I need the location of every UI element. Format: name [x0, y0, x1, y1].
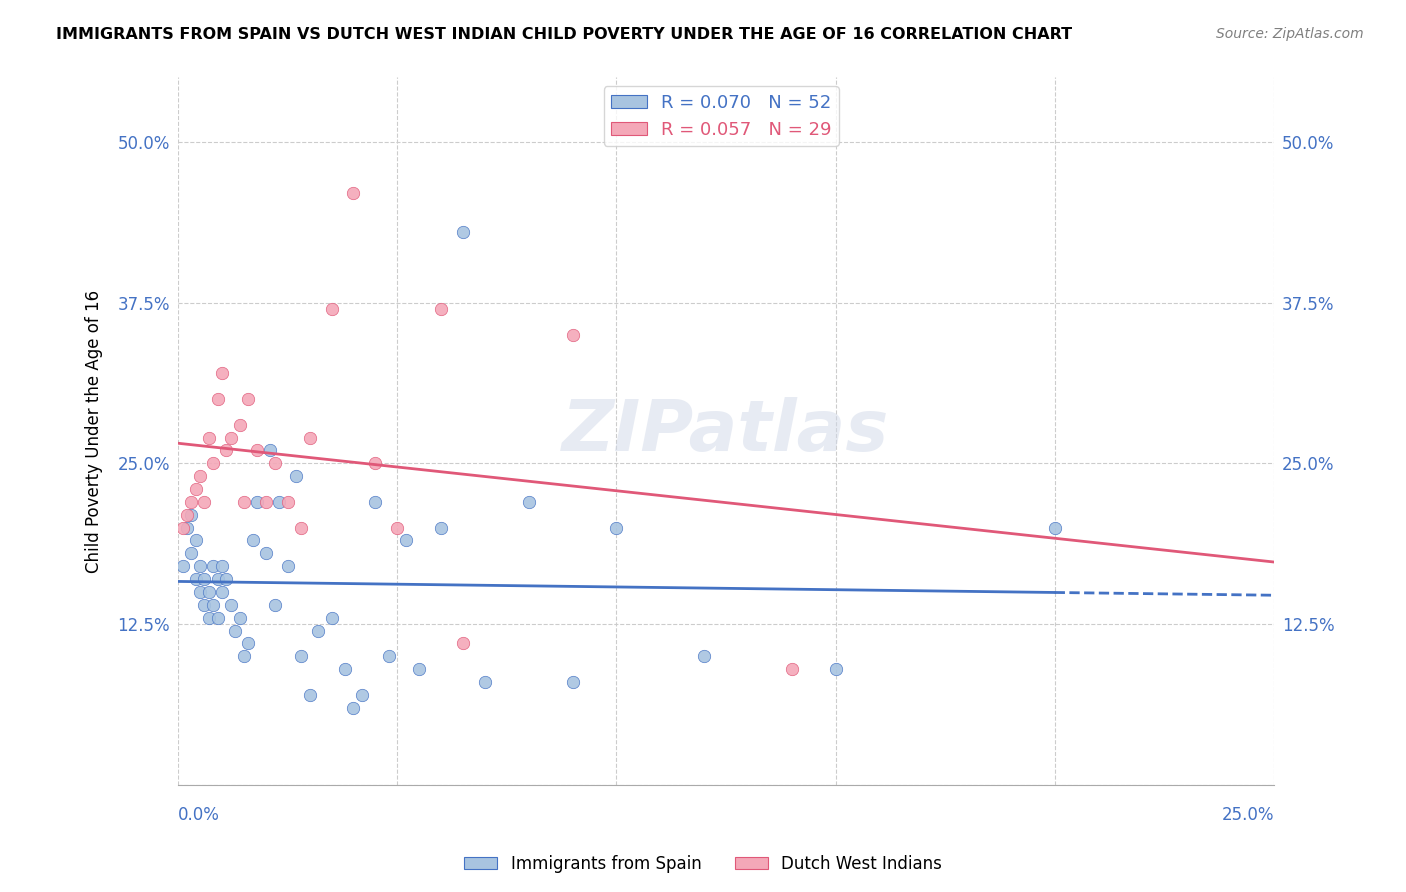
Point [430, 521, 453, 535]
Point [176, 521, 198, 535]
Point [277, 495, 299, 509]
Point [364, 495, 387, 509]
Point [238, 392, 260, 406]
Point [207, 392, 229, 406]
Point [246, 495, 269, 509]
Point [180, 495, 202, 509]
Point [307, 624, 329, 638]
Point [1043, 521, 1066, 535]
Point [202, 456, 225, 470]
Point [474, 675, 496, 690]
Point [207, 610, 229, 624]
Point [228, 610, 250, 624]
Point [290, 649, 312, 664]
Point [342, 186, 364, 201]
Point [333, 662, 356, 676]
Point [352, 688, 374, 702]
Point [219, 598, 242, 612]
Point [193, 598, 215, 612]
Point [387, 521, 409, 535]
Point [342, 700, 364, 714]
Point [188, 559, 211, 574]
Point [561, 675, 583, 690]
Point [184, 482, 207, 496]
Text: 25.0%: 25.0% [1222, 806, 1274, 824]
Text: IMMIGRANTS FROM SPAIN VS DUTCH WEST INDIAN CHILD POVERTY UNDER THE AGE OF 16 COR: IMMIGRANTS FROM SPAIN VS DUTCH WEST INDI… [56, 27, 1073, 42]
Point [184, 533, 207, 548]
Legend: Immigrants from Spain, Dutch West Indians: Immigrants from Spain, Dutch West Indian… [457, 848, 949, 880]
Point [242, 533, 264, 548]
Point [193, 572, 215, 586]
Point [408, 662, 430, 676]
Point [517, 495, 540, 509]
Point [180, 546, 202, 560]
Point [267, 495, 290, 509]
Point [321, 610, 343, 624]
Point [824, 662, 846, 676]
Point [285, 469, 308, 483]
Y-axis label: Child Poverty Under the Age of 16: Child Poverty Under the Age of 16 [86, 290, 103, 573]
Point [193, 495, 215, 509]
Point [176, 508, 198, 522]
Point [263, 598, 285, 612]
Point [290, 521, 312, 535]
Point [219, 431, 242, 445]
Point [188, 469, 211, 483]
Point [228, 417, 250, 432]
Point [232, 649, 254, 664]
Point [180, 508, 202, 522]
Point [605, 521, 627, 535]
Point [224, 624, 246, 638]
Point [207, 572, 229, 586]
Point [263, 456, 285, 470]
Text: ZIPatlas: ZIPatlas [562, 397, 890, 466]
Point [198, 610, 221, 624]
Text: Source: ZipAtlas.com: Source: ZipAtlas.com [1216, 27, 1364, 41]
Point [254, 495, 277, 509]
Point [172, 521, 194, 535]
Point [202, 598, 225, 612]
Point [430, 301, 453, 316]
Point [232, 495, 254, 509]
Point [780, 662, 803, 676]
Point [693, 649, 716, 664]
Point [298, 688, 321, 702]
Point [377, 649, 399, 664]
Point [451, 636, 474, 650]
Point [198, 585, 221, 599]
Point [254, 546, 277, 560]
Point [211, 559, 233, 574]
Point [246, 443, 269, 458]
Point [215, 572, 238, 586]
Point [184, 572, 207, 586]
Point [215, 443, 238, 458]
Legend: R = 0.070   N = 52, R = 0.057   N = 29: R = 0.070 N = 52, R = 0.057 N = 29 [603, 87, 839, 146]
Point [198, 431, 221, 445]
Point [561, 327, 583, 342]
Point [211, 366, 233, 380]
Point [364, 456, 387, 470]
Point [238, 636, 260, 650]
Point [298, 431, 321, 445]
Point [451, 225, 474, 239]
Point [321, 301, 343, 316]
Point [188, 585, 211, 599]
Point [277, 559, 299, 574]
Text: 0.0%: 0.0% [179, 806, 219, 824]
Point [211, 585, 233, 599]
Point [395, 533, 418, 548]
Point [202, 559, 225, 574]
Point [259, 443, 281, 458]
Point [172, 559, 194, 574]
